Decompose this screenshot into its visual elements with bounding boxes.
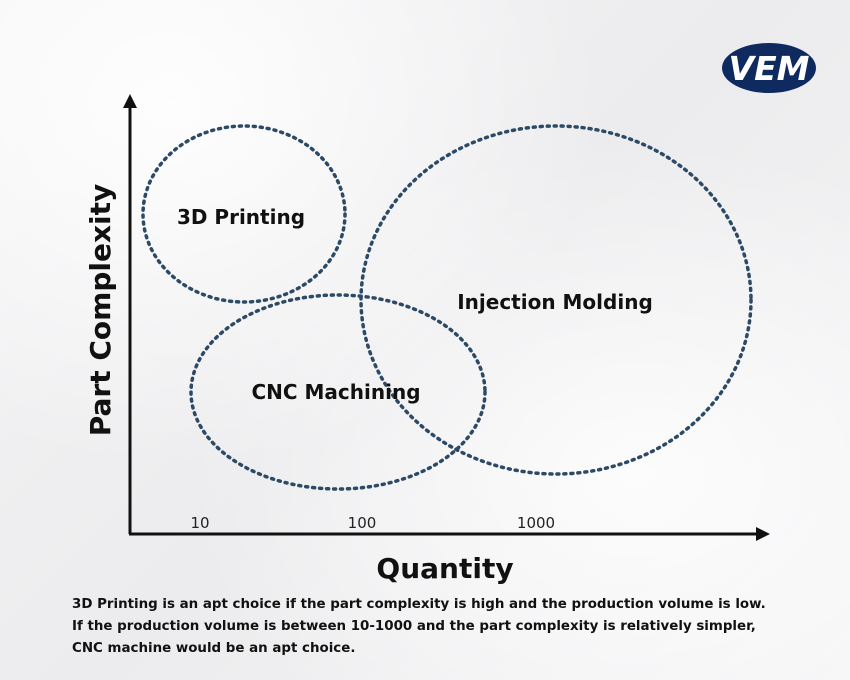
caption-line: 3D Printing is an apt choice if the part… — [72, 597, 766, 612]
label-injection-molding: Injection Molding — [457, 290, 653, 314]
y-axis-title: Part Complexity — [84, 184, 117, 437]
tick-label: 10 — [190, 514, 209, 532]
tick-label: 100 — [348, 514, 377, 532]
caption: 3D Printing is an apt choice if the part… — [72, 594, 812, 660]
caption-line: If the production volume is between 10-1… — [72, 619, 756, 634]
vem-logo: VEM — [722, 43, 816, 93]
logo-badge — [722, 43, 816, 93]
y-axis-arrow-icon — [123, 94, 137, 108]
region-3d-printing — [141, 124, 347, 304]
logo-text: VEM — [729, 49, 810, 88]
label-3d-printing: 3D Printing — [177, 205, 305, 229]
region-cnc-machining — [189, 293, 487, 491]
label-cnc-machining: CNC Machining — [251, 380, 420, 404]
axes — [123, 94, 770, 541]
x-axis-arrow-icon — [756, 527, 770, 541]
region-injection-molding — [359, 124, 753, 476]
tick-label: 1000 — [517, 514, 555, 532]
caption-line: CNC machine would be an apt choice. — [72, 641, 356, 656]
x-axis-title: Quantity — [376, 552, 513, 585]
